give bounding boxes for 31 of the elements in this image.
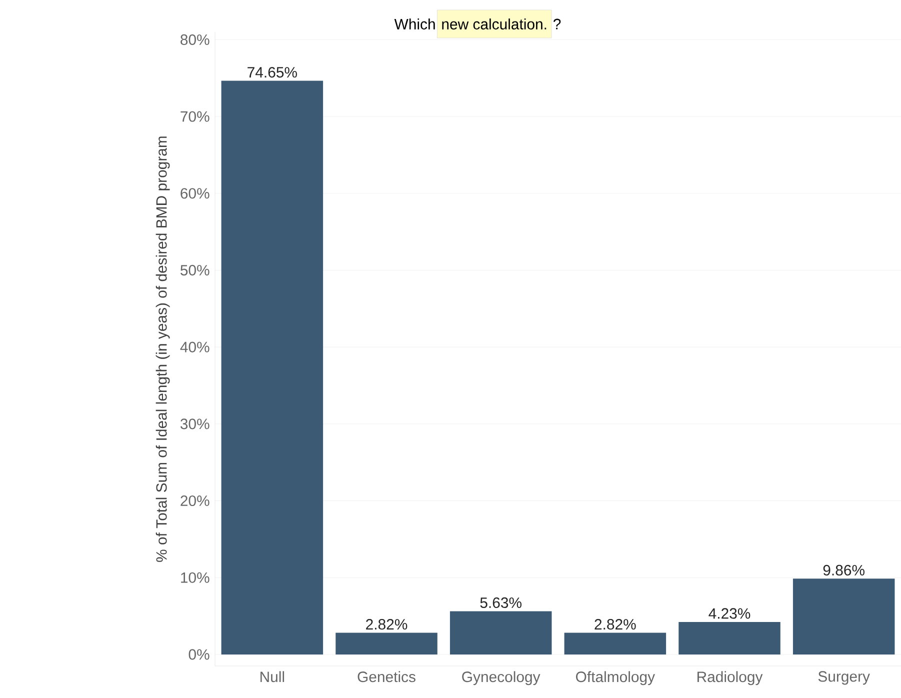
x-tick-label: Oftalmology: [576, 671, 655, 686]
y-tick-label: 70%: [180, 111, 210, 122]
bar: [564, 632, 666, 654]
data-label: 5.63%: [480, 597, 522, 608]
bar: [678, 622, 780, 654]
y-axis-title: % of Total Sum of Ideal length (in yeas) of desired BMD program: [156, 136, 170, 562]
y-tick-label: 80%: [180, 34, 210, 45]
x-tick-label: Gynecology: [462, 671, 540, 686]
x-tick-label: Genetics: [358, 671, 416, 682]
text: new calculation.: [442, 18, 546, 30]
x-tick-label: Null: [260, 671, 284, 682]
bar: [336, 632, 438, 654]
data-label: 2.82%: [594, 619, 636, 630]
y-tick-label: 50%: [180, 264, 210, 276]
y-tick-label: 40%: [180, 342, 210, 352]
x-tick-label: Surgery: [818, 671, 870, 685]
bar: [792, 578, 895, 654]
y-tick-label: 0%: [188, 649, 210, 660]
data-label: 2.82%: [366, 619, 408, 630]
x-tick-label: Radiology: [697, 671, 763, 686]
y-tick-label: 20%: [180, 495, 210, 506]
bar: [450, 611, 552, 654]
data-label: 74.65%: [248, 67, 297, 78]
chart-title: Which: [394, 18, 435, 30]
y-tick-label: 10%: [181, 572, 210, 583]
text: ?: [554, 18, 561, 30]
data-label: 4.23%: [708, 608, 750, 619]
y-tick-label: 30%: [180, 418, 210, 430]
bar: [221, 80, 324, 654]
data-label: 9.86%: [823, 564, 864, 576]
y-tick-label: 60%: [180, 188, 210, 199]
